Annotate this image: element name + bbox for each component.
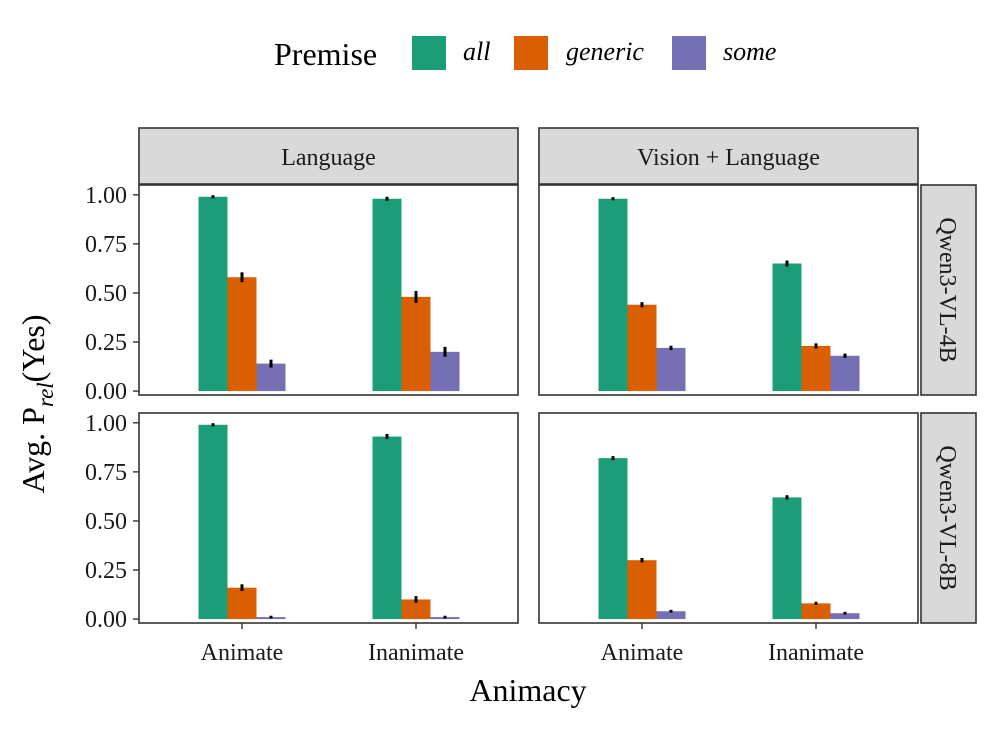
bar-all-inanimate	[372, 436, 402, 620]
column-strip-vision-language: Vision + Language	[538, 127, 919, 185]
x-tick-label: Inanimate	[368, 640, 464, 666]
panel-qwen3-vl-8b-language: 0.00 0.25 0.50 0.75 1.00 Animate Inanimate	[85, 411, 519, 666]
bar-generic-animate	[627, 304, 657, 392]
y-tick-label: 0.00	[85, 607, 127, 633]
panel-frame	[138, 184, 519, 396]
x-tick-label: Inanimate	[768, 640, 864, 666]
y-tick-label: 0.00	[85, 379, 127, 405]
y-axis-title-prefix: Avg. P	[15, 407, 51, 494]
y-tick-label: 0.75	[85, 232, 127, 258]
x-tick-label: Animate	[601, 640, 684, 666]
bar-generic-inanimate	[801, 345, 831, 392]
legend-swatch-generic	[514, 36, 548, 70]
panel-qwen3-vl-4b-language: 0.00 0.25 0.50 0.75 1.00	[85, 183, 519, 405]
bar-all-inanimate	[372, 198, 402, 392]
legend-title: Premise	[274, 36, 377, 72]
legend-label-some: some	[723, 37, 776, 66]
row-strip-qwen3-vl-4b: Qwen3-VL-4B	[920, 184, 977, 396]
y-tick-label: 0.50	[85, 281, 127, 307]
y-tick-label: 0.75	[85, 460, 127, 486]
y-axis-title-subscript: rel	[33, 382, 58, 407]
panel-frame	[138, 412, 519, 624]
legend-swatch-all	[412, 36, 446, 70]
x-axis-title: Animacy	[469, 672, 586, 708]
bar-all-inanimate	[772, 497, 802, 620]
y-tick-label: 0.50	[85, 509, 127, 535]
bar-some-animate	[256, 363, 286, 392]
bar-all-animate	[198, 424, 228, 620]
column-strip-label: Vision + Language	[637, 145, 820, 171]
bar-generic-animate	[627, 560, 657, 620]
panel-qwen3-vl-4b-vision-language	[538, 184, 919, 396]
row-strip-label: Qwen3-VL-8B	[934, 445, 960, 590]
bar-all-animate	[598, 198, 628, 392]
legend-swatch-some	[672, 36, 706, 70]
bar-some-inanimate	[830, 355, 860, 392]
y-axis-title-suffix: (Yes)	[15, 314, 51, 382]
row-strip-label: Qwen3-VL-4B	[934, 217, 960, 362]
y-tick-label: 0.25	[85, 330, 127, 356]
panel-qwen3-vl-8b-vision-language: Animate Inanimate	[538, 412, 919, 666]
panels: 0.00 0.25 0.50 0.75 1.00 0.00 0.25 0.50 0.75 1.00…	[85, 183, 919, 666]
bar-some-inanimate	[830, 613, 860, 620]
legend-label-generic: generic	[566, 37, 644, 66]
bar-generic-inanimate	[801, 603, 831, 620]
panel-frame	[538, 184, 919, 396]
bar-generic-animate	[227, 277, 257, 392]
legend-label-all: all	[463, 37, 490, 66]
bar-generic-inanimate	[401, 296, 431, 392]
bar-all-animate	[598, 458, 628, 620]
bar-generic-inanimate	[401, 599, 431, 620]
row-strip-qwen3-vl-8b: Qwen3-VL-8B	[920, 412, 977, 624]
bar-generic-animate	[227, 587, 257, 620]
y-tick-label: 0.25	[85, 558, 127, 584]
bar-some-inanimate	[430, 351, 460, 392]
bar-some-animate	[656, 347, 686, 392]
column-strip-label: Language	[281, 145, 376, 171]
bar-some-animate	[656, 611, 686, 620]
y-tick-label: 1.00	[85, 411, 127, 437]
bar-all-animate	[198, 196, 228, 392]
legend: Premise all generic some	[274, 36, 776, 72]
x-tick-label: Animate	[201, 640, 284, 666]
panel-frame	[538, 412, 919, 624]
y-tick-label: 1.00	[85, 183, 127, 209]
y-axis-title: Avg. Prel(Yes)	[15, 314, 58, 493]
column-strip-language: Language	[138, 127, 519, 185]
bar-all-inanimate	[772, 263, 802, 392]
